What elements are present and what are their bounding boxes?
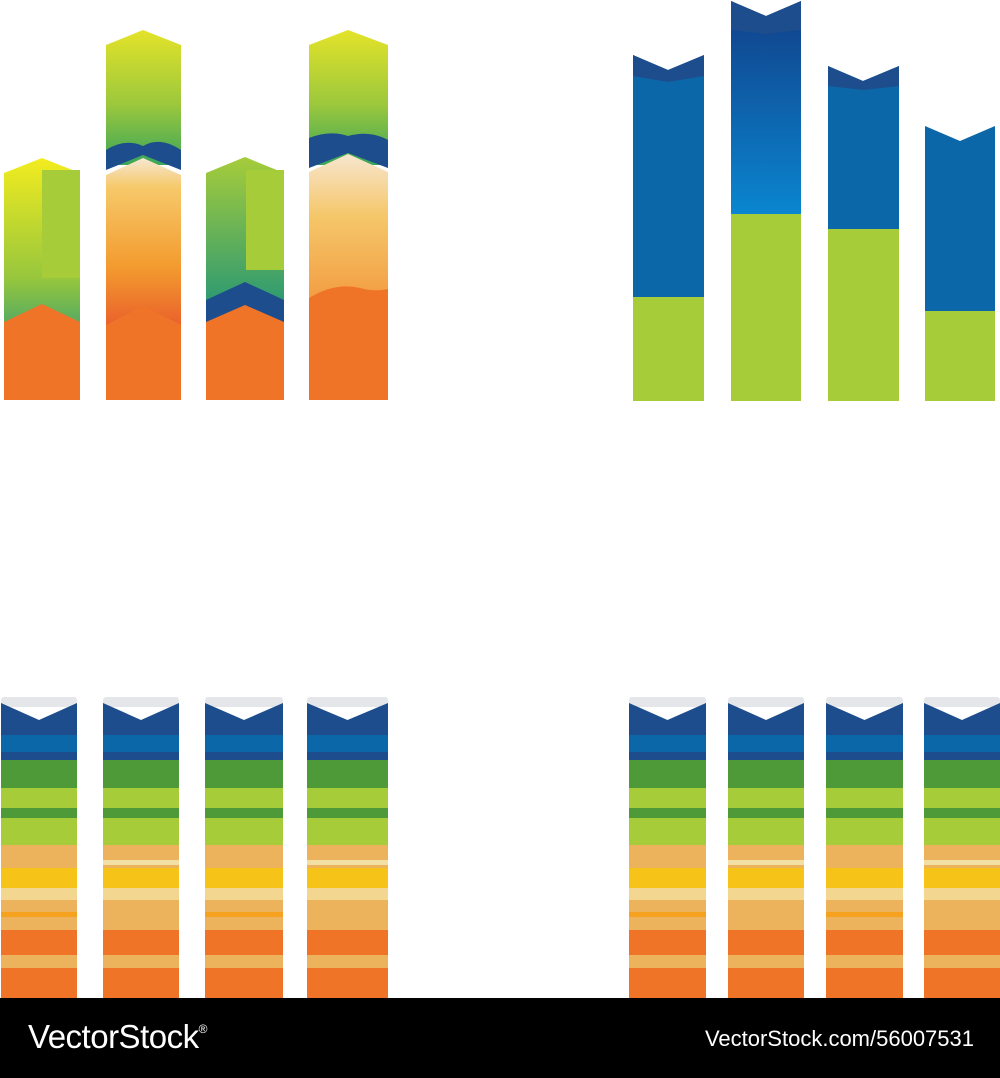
blue-green-bar-chart-icon	[633, 1, 995, 401]
vectorstock-logo: VectorStock®	[28, 1018, 207, 1056]
footer-bar: VectorStock® VectorStock.com/56007531	[0, 998, 1000, 1078]
chevron-bar-3	[206, 157, 284, 400]
striped-bar-4	[307, 697, 388, 998]
chevron-bar-1	[4, 158, 80, 400]
image-id: VectorStock.com/56007531	[704, 1026, 974, 1051]
striped-bar-6	[728, 697, 804, 998]
striped-bar-3	[205, 697, 283, 998]
striped-bars-group	[1, 697, 1000, 998]
chevron-bar-chart-icon	[4, 30, 388, 400]
logo-text: VectorStock	[28, 1018, 199, 1055]
notched-bar-3	[828, 66, 899, 401]
striped-bar-5	[629, 697, 706, 998]
registered-mark: ®	[198, 1022, 208, 1036]
striped-bar-1	[1, 697, 77, 998]
notched-bar-2	[731, 1, 801, 401]
striped-bar-2	[103, 697, 179, 998]
notched-bar-1	[633, 55, 704, 401]
notched-bar-4	[925, 126, 995, 401]
striped-bar-8	[924, 697, 1000, 998]
chevron-bar-2	[106, 30, 181, 400]
striped-bar-7	[826, 697, 903, 998]
artwork	[1, 1, 1000, 998]
chevron-bar-4	[309, 30, 388, 400]
